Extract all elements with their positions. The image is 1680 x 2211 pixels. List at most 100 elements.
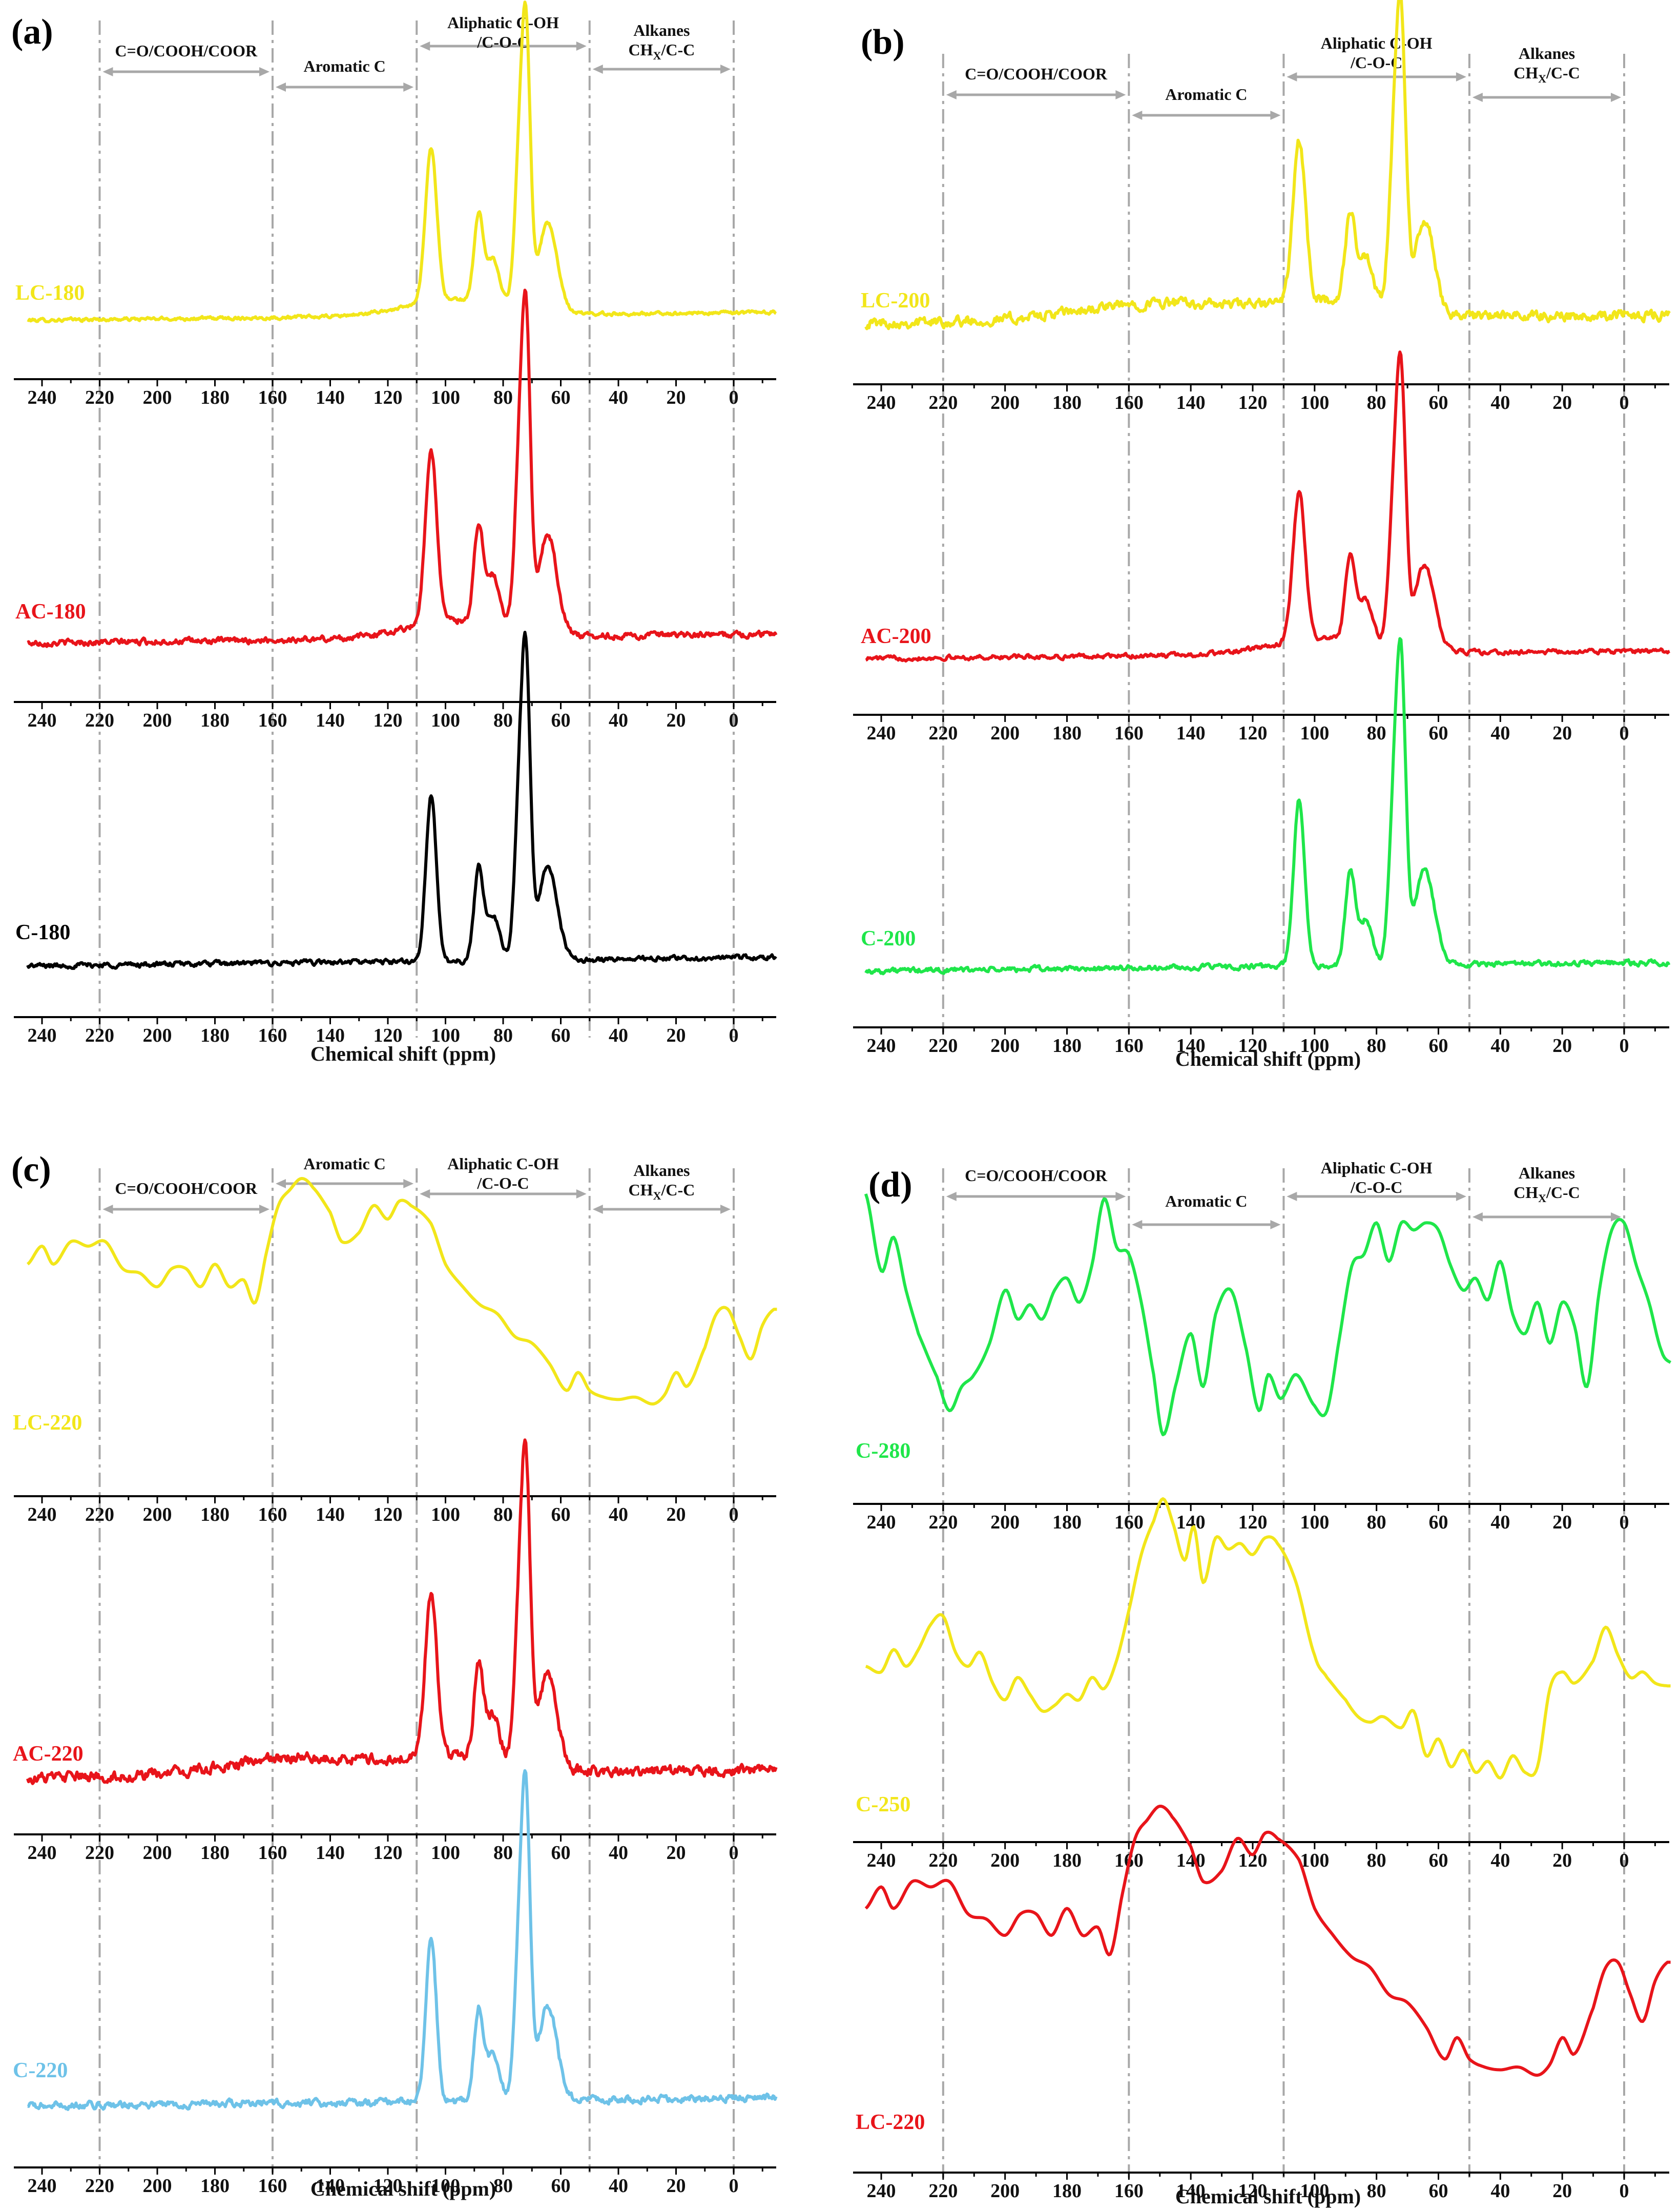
x-tick-label: 40 [1490, 1035, 1510, 1057]
region-arrowhead [102, 1205, 113, 1214]
x-tick-label: 0 [729, 1504, 739, 1525]
region-arrowhead [720, 1205, 731, 1214]
x-tick-label: 120 [1238, 722, 1268, 744]
region-arrowhead [259, 1205, 269, 1214]
x-tick-label: 200 [990, 1035, 1020, 1057]
x-tick-label: 180 [200, 387, 230, 408]
region-guides [98, 20, 735, 1038]
region-arrowhead [1456, 72, 1466, 81]
x-tick-label: 60 [1429, 1512, 1448, 1533]
x-tick-label: 20 [1552, 722, 1572, 744]
x-tick-label: 240 [28, 1504, 57, 1525]
series-label: C-250 [856, 1793, 910, 1816]
x-tick-label: 160 [258, 2175, 287, 2197]
x-tick-label: 80 [1367, 1850, 1386, 1871]
region-arrowhead [1115, 1192, 1126, 1201]
x-tick-label: 200 [143, 1842, 172, 1864]
x-tick-label: 140 [316, 1842, 345, 1864]
region-arrowhead [1472, 93, 1483, 102]
spectrum-line-ac-200 [865, 350, 1670, 663]
x-tick-label: 100 [1300, 1035, 1329, 1057]
x-tick-label: 100 [431, 387, 460, 408]
x-tick-label: 0 [1620, 722, 1629, 744]
x-tick-label: 120 [374, 710, 403, 731]
x-tick-label: 40 [609, 2175, 628, 2197]
region-arrowhead [403, 82, 414, 92]
series-label: AC-200 [861, 625, 931, 648]
region-label-aliphatic: Aliphatic C-OH [1321, 1159, 1433, 1177]
x-tick-label: 80 [1367, 722, 1386, 744]
spectrum-line-lc-180 [27, 1, 777, 323]
spectrum-line-ac-220 [26, 1438, 778, 1785]
x-tick-label: 220 [928, 1850, 958, 1871]
x-tick-label: 60 [551, 2175, 571, 2197]
x-tick-label: 40 [1490, 2180, 1510, 2202]
x-tick-label: 20 [1552, 2180, 1572, 2202]
region-label-alkanes: CHX/C-C [629, 40, 695, 62]
region-arrowhead [946, 90, 957, 99]
region-label-alkanes: CHX/C-C [629, 1181, 695, 1202]
spectra [864, 0, 1671, 976]
region-arrowhead [576, 1189, 587, 1199]
x-tick-label: 180 [200, 1842, 230, 1864]
region-label-aromatic: Aromatic C [1165, 85, 1247, 104]
region-arrowhead [276, 1179, 286, 1188]
x-tick-label: 20 [1552, 1512, 1572, 1533]
x-tick-label: 200 [143, 387, 172, 408]
x-tick-label: 20 [667, 387, 686, 408]
x-tick-label: 100 [431, 710, 460, 731]
x-axis-label: Chemical shift (ppm) [310, 1042, 496, 1065]
x-tick-label: 40 [609, 387, 628, 408]
x-tick-label: 240 [28, 1842, 57, 1864]
region-label-alkanes: CHX/C-C [1513, 64, 1580, 85]
x-tick-label: 220 [928, 392, 958, 414]
x-axis-label: Chemical shift (ppm) [1175, 1047, 1361, 1070]
region-arrowhead [420, 1189, 430, 1199]
x-tick-label: 100 [1300, 2180, 1329, 2202]
x-tick-label: 200 [143, 2175, 172, 2197]
x-tick-label: 160 [258, 1842, 287, 1864]
region-arrowhead [259, 67, 269, 76]
x-tick-label: 180 [200, 1025, 230, 1046]
x-tick-label: 200 [143, 1504, 172, 1525]
x-tick-label: 120 [1238, 2180, 1268, 2202]
spectrum-line-c-200 [864, 637, 1671, 976]
region-label-alkanes: Alkanes [1519, 1164, 1575, 1182]
x-tick-label: 140 [1176, 722, 1206, 744]
region-label-carbonyl: C=O/COOH/COOR [115, 1179, 258, 1197]
x-tick-label: 140 [1176, 1850, 1206, 1871]
x-tick-label: 220 [85, 1842, 114, 1864]
x-tick-label: 0 [729, 1842, 739, 1864]
region-label-aliphatic: /C-O-C [1350, 1178, 1402, 1196]
x-tick-label: 100 [1300, 1850, 1329, 1871]
x-tick-label: 100 [1300, 722, 1329, 744]
region-label-carbonyl: C=O/COOH/COOR [115, 42, 258, 60]
panel-letter: (b) [861, 23, 905, 62]
panel-letter: (a) [11, 12, 53, 52]
series-label: LC-220 [13, 1411, 82, 1435]
x-tick-label: 140 [316, 710, 345, 731]
series-label: C-200 [861, 927, 916, 950]
region-arrowhead [1472, 1212, 1483, 1222]
region-label-alkanes: Alkanes [633, 1161, 690, 1180]
region-guides [942, 1168, 1625, 2178]
x-tick-label: 120 [374, 2175, 403, 2197]
region-arrowhead [1270, 1220, 1281, 1229]
x-tick-label: 200 [990, 722, 1020, 744]
x-tick-label: 200 [990, 1850, 1020, 1871]
panel-c: (c) C=O/COOH/COOR Aromatic C Aliphatic C-O… [11, 1150, 778, 2200]
x-tick-label: 180 [1052, 392, 1082, 414]
region-label-aromatic: Aromatic C [1165, 1192, 1247, 1210]
region-arrowhead [1287, 1192, 1297, 1201]
x-tick-label: 80 [1367, 2180, 1386, 2202]
x-tick-label: 20 [1552, 392, 1572, 414]
series-label: C-280 [856, 1439, 910, 1463]
